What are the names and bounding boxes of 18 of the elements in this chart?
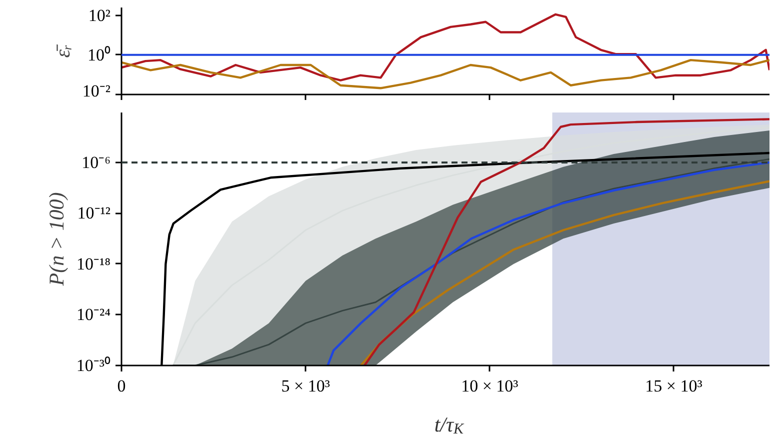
x-tick-label: 5 × 10³ <box>281 376 330 396</box>
x-tick-label: 10 × 10³ <box>461 376 518 396</box>
y-tick-label: 10² <box>88 6 111 25</box>
x-tick-label: 15 × 10³ <box>645 376 702 396</box>
y-tick-label: 10⁻² <box>82 82 111 100</box>
y-axis-title: P(n > 100) <box>44 192 68 287</box>
line-series <box>363 118 770 366</box>
x-tick-label: 0 <box>117 376 126 396</box>
line-series <box>326 161 770 366</box>
y-tick-label: 10⁻²⁴ <box>76 305 111 324</box>
y-tick-label: 10⁻¹² <box>77 204 111 223</box>
y-tick-label: 10⁻¹⁸ <box>76 254 111 274</box>
y-tick-label: 10⁻⁶ <box>82 152 111 172</box>
y-axis-title: ε̄ᵣ <box>50 43 74 58</box>
line-series <box>360 180 770 366</box>
line-series <box>122 13 770 82</box>
y-tick-label: 10⁻³⁰ <box>76 356 111 375</box>
y-tick-label: 10⁰ <box>88 45 110 64</box>
